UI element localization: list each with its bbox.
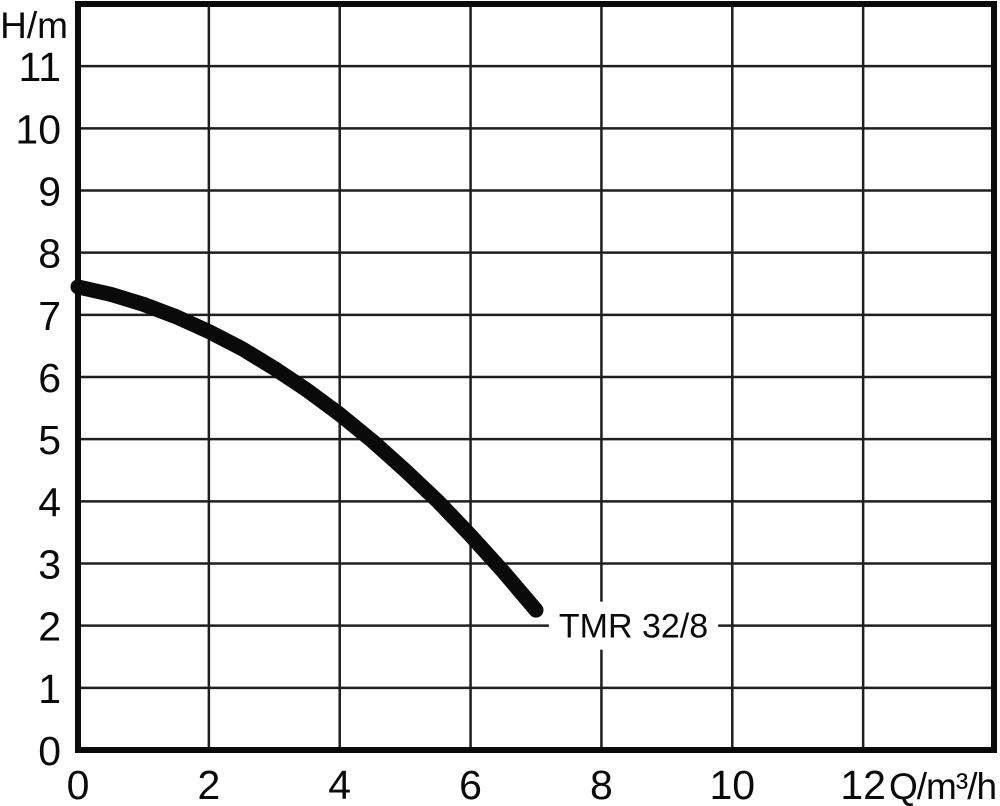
- x-axis-unit-label: Q/m³/h: [889, 766, 996, 806]
- y-tick-label: 7: [38, 293, 61, 339]
- x-tick-label: 0: [67, 762, 90, 806]
- plot-border-layer: [75, 1, 997, 753]
- y-tick-label: 0: [38, 728, 61, 774]
- x-tick-label: 4: [328, 762, 351, 806]
- y-tick-label: 3: [38, 542, 61, 588]
- x-tick-label: 10: [709, 762, 755, 806]
- curve-layer: [70, 279, 544, 618]
- y-axis-unit-label: H/m: [0, 5, 68, 46]
- x-tick-label: 8: [590, 762, 613, 806]
- gridlines: [78, 4, 994, 750]
- y-tick-label: 6: [38, 355, 61, 401]
- x-tick-label: 2: [197, 762, 220, 806]
- y-tick-label: 11: [18, 44, 61, 90]
- y-tick-label: 9: [38, 169, 61, 215]
- y-tick-label: 5: [38, 417, 61, 463]
- y-tick-label: 1: [38, 666, 61, 712]
- y-tick-label: 2: [38, 604, 61, 650]
- curve-label-layer: TMR 32/8: [559, 608, 708, 646]
- x-tick-label: 6: [459, 762, 482, 806]
- pump-curve: [70, 279, 544, 618]
- plot-border: [75, 1, 997, 753]
- curve-label-backdrop: [548, 601, 719, 650]
- y-tick-label: 10: [15, 106, 61, 152]
- curve-label: TMR 32/8: [559, 608, 708, 646]
- y-tick-label: 4: [38, 479, 61, 525]
- y-tick-label: 8: [38, 231, 61, 277]
- curve-label-backdrop-layer: [548, 601, 719, 650]
- x-tick-label: 12: [840, 762, 886, 806]
